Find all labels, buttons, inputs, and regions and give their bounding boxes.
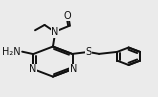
Text: N: N [52, 27, 59, 37]
Text: S: S [86, 47, 92, 57]
Text: H₂N: H₂N [2, 47, 20, 57]
Text: N: N [29, 64, 36, 74]
Text: O: O [64, 10, 71, 21]
Text: N: N [70, 64, 77, 74]
